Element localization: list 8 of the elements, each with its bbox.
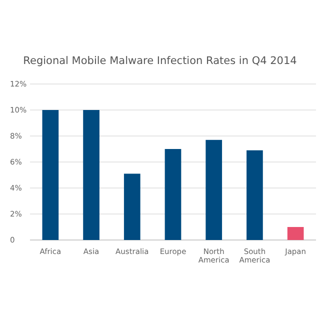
bar [246, 150, 263, 240]
bar [83, 110, 100, 240]
bar [164, 149, 182, 240]
chart-title: Regional Mobile Malware Infection Rates in Q4 2014 [23, 55, 298, 67]
bar [124, 174, 140, 240]
bar [287, 227, 304, 240]
bar [206, 140, 222, 240]
bar [42, 110, 59, 240]
